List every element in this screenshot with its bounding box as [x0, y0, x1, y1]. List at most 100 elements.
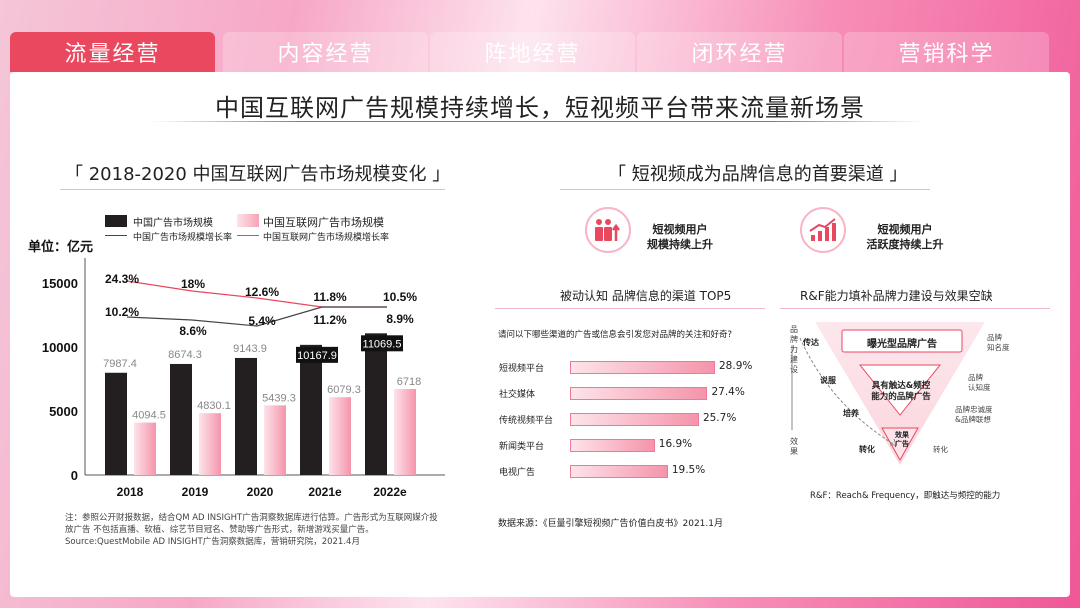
bar-label-market: 9143.9	[233, 343, 267, 355]
rf-line	[780, 308, 1050, 309]
bar-label-internet: 5439.3	[262, 392, 296, 404]
tab-closed-loop[interactable]: 闭环经营	[637, 32, 842, 72]
bar-internet	[199, 413, 221, 475]
rf-arrow	[799, 337, 896, 446]
top5-title: 被动认知 品牌信息的渠道 TOP5	[560, 289, 732, 303]
bar-label-internet: 6079.3	[327, 384, 361, 396]
growth-label-internet: 11.8%	[313, 290, 347, 304]
tab-content[interactable]: 内容经营	[223, 32, 428, 72]
bar-label-bg	[296, 346, 338, 363]
legend-swatch-series2	[237, 214, 259, 227]
rf-funnel	[791, 322, 985, 465]
channel-bar-chart: 短视频平台 28.9% 社交媒体 27.4% 传统视频平台 25.7% 新闻类平台 16.9%…	[495, 326, 770, 491]
legend-label-line2: 中国互联网广告市场规模增长率	[263, 233, 390, 243]
badge1-text: 短视频用户 规模持续上升	[640, 222, 720, 252]
channel-bar	[570, 361, 715, 374]
line-market-growth	[126, 306, 387, 327]
rf-title: R&F能力填补品牌力建设与效果空缺	[800, 289, 993, 303]
channel-row: 短视频平台 28.9%	[495, 358, 770, 380]
tab-bar: 流量经营 内容经营 阵地经营 闭环经营 营销科学	[10, 32, 1070, 72]
bar-internet	[394, 389, 416, 475]
user-scale-badge	[585, 207, 631, 253]
growth-label-internet: 18%	[181, 277, 205, 291]
bar-label-market: 10167.9	[297, 350, 337, 362]
channel-label: 新闻类平台	[499, 442, 545, 452]
channel-label: 电视广告	[499, 468, 536, 478]
bar-label-internet: 6718	[397, 376, 421, 388]
tab-position[interactable]: 阵地经营	[430, 32, 635, 72]
rf-step-left: 传达	[803, 338, 819, 347]
channel-label: 传统视频平台	[499, 416, 554, 426]
x-tick-label: 2022e	[373, 485, 407, 499]
growth-label-market: 8.9%	[386, 312, 414, 326]
rf-axis-char: 设	[790, 365, 798, 374]
rf-bottom-line2: 广告	[895, 440, 909, 448]
channel-value: 27.4%	[711, 386, 745, 398]
y-tick-label: 10000	[42, 340, 78, 355]
rf-step-right: 转化	[933, 445, 948, 454]
channel-bar	[570, 439, 655, 452]
chart-legend: 中国广告市场规模 中国互联网广告市场规模 中国广告市场规模增长率 中国互联网广告…	[105, 214, 435, 244]
rf-axis-bottom-char: 果	[790, 447, 798, 456]
bar-market	[300, 344, 322, 475]
bar-internet	[134, 422, 156, 475]
y-tick-label: 0	[71, 468, 78, 483]
y-tick-label: 5000	[49, 404, 78, 419]
growth-label-internet: 24.3%	[105, 272, 139, 286]
bar-label-market: 11069.5	[363, 338, 402, 350]
channel-label: 短视频平台	[499, 364, 545, 374]
y-tick-label: 15000	[42, 276, 78, 291]
bar-market	[105, 372, 127, 475]
tab-marketing-science[interactable]: 营销科学	[844, 32, 1049, 72]
rf-bottom-line1: 效果	[895, 431, 909, 439]
rf-caption: R&F：Reach& Frequency，即触达与频控的能力	[810, 491, 1001, 501]
legend-swatch-series1	[105, 215, 127, 227]
rf-step-right: 品牌忠诚度 &品牌联想	[955, 405, 993, 424]
rf-step-right: 品牌 知名度	[987, 333, 1010, 352]
growth-label-market: 11.2%	[313, 313, 347, 327]
bar-label-market: 8674.3	[168, 349, 202, 361]
tab-traffic[interactable]: 流量经营	[10, 32, 215, 72]
y-unit-label: 单位：亿元	[28, 240, 94, 255]
bar-internet	[329, 397, 351, 475]
rf-axis-char: 建	[790, 355, 798, 364]
bar-label-market: 7987.4	[103, 358, 137, 370]
data-source: 数据来源：《巨量引擎短视频广告价值白皮书》2021.1月	[498, 519, 723, 529]
rf-arrow-head	[890, 438, 897, 446]
x-tick-label: 2020	[247, 485, 274, 499]
rf-axis-bottom-char: 效	[790, 437, 798, 446]
legend-swatch-line2	[237, 235, 259, 236]
badge1-line2: 规模持续上升	[647, 238, 713, 251]
channel-row: 社交媒体 27.4%	[495, 384, 770, 406]
activity-badge	[800, 207, 846, 253]
badge2-text: 短视频用户 活跃度持续上升	[855, 222, 955, 252]
legend-label-series1: 中国广告市场规模	[133, 218, 213, 229]
growth-label-market: 10.2%	[105, 305, 139, 319]
survey-question: 请问以下哪些渠道的广告或信息会引发您对品牌的关注和好奇?	[498, 330, 733, 340]
funnel-top-box	[841, 329, 963, 353]
rf-left-axis: 品牌力建设	[788, 325, 800, 375]
bar-market	[365, 333, 387, 475]
rf-step-left: 转化	[859, 445, 875, 454]
rf-mid-line2: 能力的品牌广告	[871, 392, 931, 402]
left-section-title: 「 2018-2020 中国互联网广告市场规模变化 」	[65, 164, 451, 185]
rf-top-label: 曝光型品牌广告	[867, 339, 937, 350]
channel-row: 新闻类平台 16.9%	[495, 436, 770, 458]
users-rising-icon	[595, 219, 620, 241]
badge1-line1: 短视频用户	[652, 223, 708, 236]
rf-bottom-label: 效果 广告	[884, 431, 920, 449]
legend-label-line1: 中国广告市场规模增长率	[133, 233, 233, 243]
rf-axis-char: 牌	[790, 335, 798, 344]
badge2-line1: 短视频用户	[877, 223, 933, 236]
bar-label-internet: 4830.1	[197, 400, 231, 412]
channel-value: 28.9%	[719, 360, 753, 372]
growth-label-market: 8.6%	[179, 324, 207, 338]
rf-step-left: 说服	[820, 376, 836, 385]
chart-footnote: 注：参照公开财报数据，结合QM AD INSIGHT广告洞察数据库进行估算。广告…	[65, 513, 438, 547]
x-tick-label: 2021e	[308, 485, 342, 499]
right-section-line	[560, 189, 930, 190]
bar-market	[170, 363, 192, 475]
top5-line	[495, 308, 765, 309]
channel-row: 传统视频平台 25.7%	[495, 410, 770, 432]
